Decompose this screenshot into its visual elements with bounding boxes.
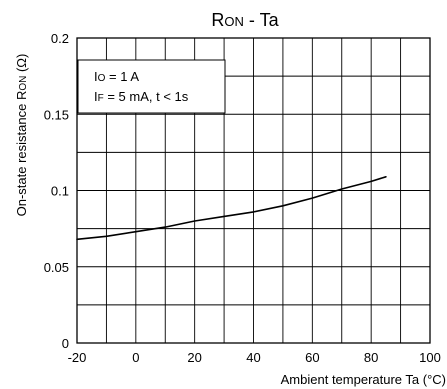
y-axis-label-main: On-state resistance R [14, 91, 29, 217]
annotation-line-1-tail: = 1 A [105, 69, 139, 84]
y-tick-label: 0.2 [51, 31, 69, 46]
plot-layer [77, 177, 386, 240]
y-tick-label: 0.1 [51, 184, 69, 199]
y-tick-label: 0.05 [44, 260, 69, 275]
x-tick-label: -20 [68, 350, 87, 365]
series-line [77, 177, 386, 240]
annotation-box [78, 60, 225, 113]
y-tick-label: 0.15 [44, 107, 69, 122]
y-axis-label-tail: (Ω) [14, 54, 29, 76]
annotation-line-2: IF = 5 mA, t < 1s [94, 89, 189, 104]
chart-title-main: R [211, 10, 224, 30]
x-tick-label: 20 [187, 350, 201, 365]
chart-title-sub: ON [224, 14, 244, 29]
x-tick-label: 100 [419, 350, 441, 365]
x-axis-label: Ambient temperature Ta (°C) [281, 372, 446, 387]
chart-title-tail: - Ta [244, 10, 280, 30]
y-axis-label: On-state resistance RON (Ω) [14, 54, 29, 217]
x-tick-label: 0 [132, 350, 139, 365]
annotation-line-2-tail: = 5 mA, t < 1s [104, 89, 189, 104]
chart-title: RON - Ta [211, 10, 279, 30]
x-tick-label: 40 [246, 350, 260, 365]
y-tick-label: 0 [62, 336, 69, 351]
x-tick-label: 60 [305, 350, 319, 365]
x-tick-label: 80 [364, 350, 378, 365]
y-axis-label-sub: ON [18, 76, 29, 91]
